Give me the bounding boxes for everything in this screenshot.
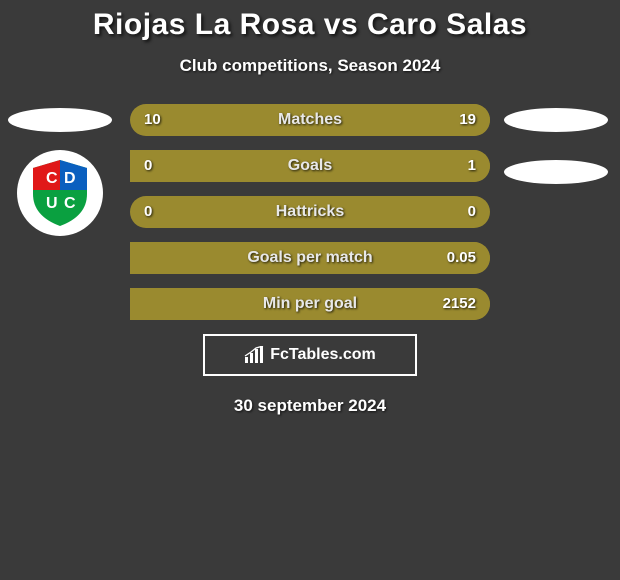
bar-chart-icon <box>244 346 266 364</box>
footer-brand-box: FcTables.com <box>203 334 417 376</box>
player-left-name-ellipse <box>8 108 112 132</box>
stat-row: Matches1019 <box>130 104 490 136</box>
player-right-club-ellipse <box>504 160 608 184</box>
stat-value-right: 0.05 <box>447 242 476 274</box>
stat-value-right: 2152 <box>443 288 476 320</box>
badge-letter-c2: C <box>64 195 76 212</box>
title: Riojas La Rosa vs Caro Salas <box>0 8 620 42</box>
stats-area: C D U C Matches1019Goals01Hattricks00Goa… <box>0 104 620 320</box>
subtitle: Club competitions, Season 2024 <box>0 56 620 76</box>
stat-bar-fill-right <box>254 104 490 136</box>
stat-bar-fill-right <box>130 150 490 182</box>
badge-letter-c: C <box>46 170 58 187</box>
stat-bars: Matches1019Goals01Hattricks00Goals per m… <box>130 104 490 320</box>
stat-value-right: 1 <box>468 150 476 182</box>
left-player-column: C D U C <box>6 104 114 236</box>
stat-bar-fill-right <box>130 288 490 320</box>
badge-letter-d: D <box>64 170 76 187</box>
footer-brand-text: FcTables.com <box>270 346 376 364</box>
player-right-name-ellipse <box>504 108 608 132</box>
stat-row: Goals per match0.05 <box>130 242 490 274</box>
stat-row: Min per goal2152 <box>130 288 490 320</box>
badge-letter-u: U <box>46 195 58 212</box>
stat-bar-track <box>130 196 490 228</box>
stat-bar-fill-right <box>130 242 490 274</box>
stat-value-left: 0 <box>144 196 152 228</box>
stat-row: Hattricks00 <box>130 196 490 228</box>
date: 30 september 2024 <box>0 396 620 416</box>
stat-row: Goals01 <box>130 150 490 182</box>
stat-value-left: 0 <box>144 150 152 182</box>
club-badge-left: C D U C <box>17 150 103 236</box>
stat-value-left: 10 <box>144 104 161 136</box>
stat-value-right: 0 <box>468 196 476 228</box>
infographic-root: Riojas La Rosa vs Caro Salas Club compet… <box>0 0 620 416</box>
right-player-column <box>502 104 610 184</box>
stat-value-right: 19 <box>459 104 476 136</box>
